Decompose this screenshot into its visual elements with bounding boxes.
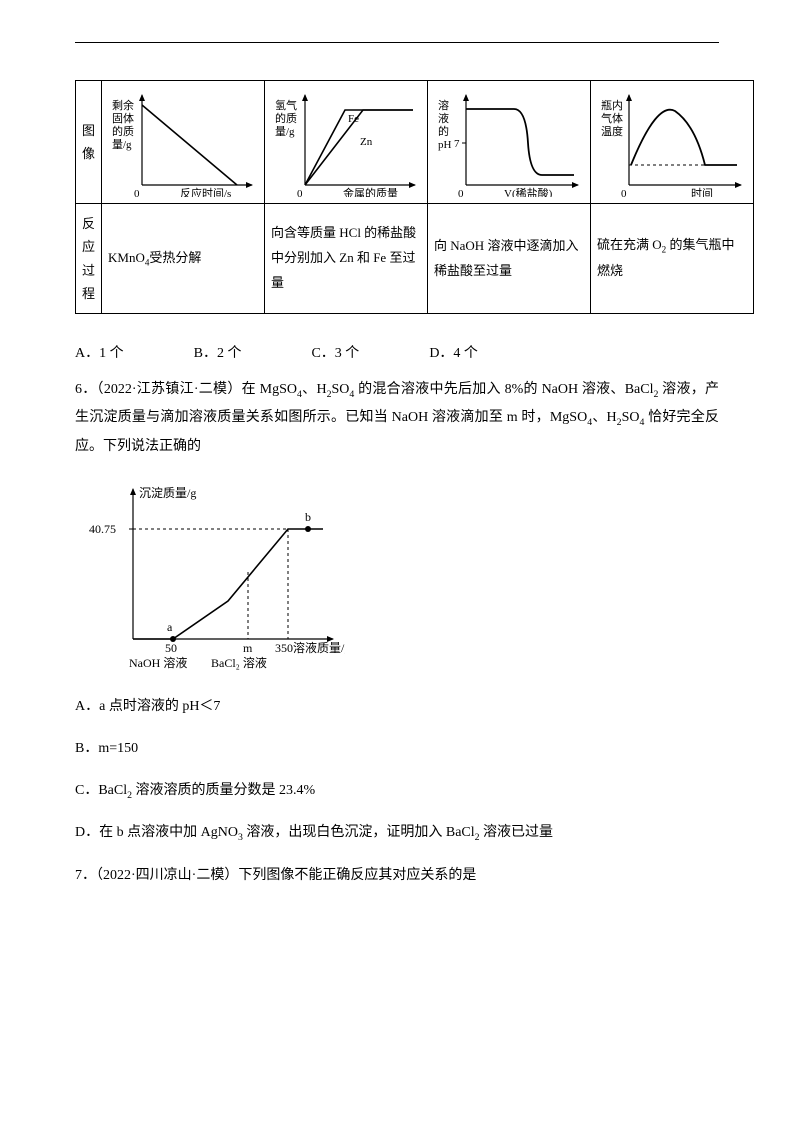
q6-chart-svg: a b 40.75 沉淀质量/g 50 m 350 溶液质量/g NaOH 溶液… <box>85 479 345 679</box>
svg-text:瓶内: 瓶内 <box>601 98 623 112</box>
svg-text:m: m <box>243 641 253 655</box>
svg-text:金属的质量: 金属的质量 <box>343 186 398 197</box>
q6-a: A．a 点时溶液的 pH＜7 <box>75 693 719 721</box>
svg-text:的质: 的质 <box>112 124 134 138</box>
svg-text:0: 0 <box>134 188 140 197</box>
svg-text:0: 0 <box>621 188 627 197</box>
chart-3-svg: 7 溶 液 的 pH 0 V(稀盐酸) <box>434 87 584 197</box>
row-label-process-text: 反应过程 <box>82 216 95 301</box>
svg-text:的质: 的质 <box>275 111 297 125</box>
svg-text:沉淀质量/g: 沉淀质量/g <box>139 486 196 500</box>
svg-text:a: a <box>167 620 173 634</box>
row-label-process: 反应过程 <box>76 204 102 314</box>
chart-2-svg: Fe Zn 氢气 的质 量/g 0 金属的质量 <box>271 87 421 197</box>
svg-text:时间: 时间 <box>691 187 713 197</box>
q6-d: D．在 b 点溶液中加 AgNO3 溶液，出现白色沉淀，证明加入 BaCl2 溶… <box>75 819 719 847</box>
chart-cell-4: 瓶内 气体 温度 0 时间 <box>591 81 754 204</box>
svg-text:0: 0 <box>297 188 303 197</box>
svg-text:NaOH 溶液: NaOH 溶液 <box>129 655 187 670</box>
svg-text:气体: 气体 <box>601 111 623 125</box>
q6-b: B．m=150 <box>75 735 719 763</box>
q7-stem: 7．（2022·四川凉山·二模）下列图像不能正确反应其对应关系的是 <box>75 862 719 890</box>
chart-table: 图像 剩余 固体 的质 量/g 0 反应时间/s <box>75 80 754 314</box>
option-c: C．3 个 <box>311 342 359 362</box>
option-a: A．1 个 <box>75 342 124 362</box>
svg-text:350: 350 <box>275 641 293 655</box>
svg-text:Fe: Fe <box>348 113 359 125</box>
svg-text:pH: pH <box>438 139 452 151</box>
desc-cell-1: KMnO4受热分解 <box>102 204 265 314</box>
svg-text:Zn: Zn <box>360 136 373 148</box>
svg-text:量/g: 量/g <box>112 138 132 151</box>
svg-text:氢气: 氢气 <box>275 98 297 112</box>
chart-1-svg: 剩余 固体 的质 量/g 0 反应时间/s <box>108 87 258 197</box>
svg-text:量/g: 量/g <box>275 125 295 138</box>
chart-4-svg: 瓶内 气体 温度 0 时间 <box>597 87 747 197</box>
svg-text:溶: 溶 <box>438 98 449 112</box>
chart-cell-2: Fe Zn 氢气 的质 量/g 0 金属的质量 <box>265 81 428 204</box>
svg-text:V(稀盐酸): V(稀盐酸) <box>504 186 553 197</box>
horizontal-rule <box>75 42 719 43</box>
row-label-image: 图像 <box>76 81 102 204</box>
option-d: D．4 个 <box>429 342 478 362</box>
chart-cell-3: 7 溶 液 的 pH 0 V(稀盐酸) <box>428 81 591 204</box>
svg-text:b: b <box>305 510 311 524</box>
svg-text:0: 0 <box>458 188 464 197</box>
q6-c: C．BaCl2 溶液溶质的质量分数是 23.4% <box>75 777 719 805</box>
svg-text:剩余: 剩余 <box>112 98 134 112</box>
svg-text:7: 7 <box>454 138 460 150</box>
svg-text:固体: 固体 <box>112 111 134 125</box>
option-b: B．2 个 <box>194 342 242 362</box>
svg-text:40.75: 40.75 <box>89 522 116 536</box>
svg-text:液: 液 <box>438 111 449 125</box>
desc-cell-2: 向含等质量 HCl 的稀盐酸中分别加入 Zn 和 Fe 至过量 <box>265 204 428 314</box>
q6-stem: 6．（2022·江苏镇江·二模）在 MgSO4、H2SO4 的混合溶液中先后加入… <box>75 376 719 461</box>
q5-options: A．1 个 B．2 个 C．3 个 D．4 个 <box>75 342 719 362</box>
svg-text:的: 的 <box>438 124 449 138</box>
svg-text:BaCl₂ 溶液: BaCl₂ 溶液 <box>211 655 267 670</box>
desc-cell-4: 硫在充满 O2 的集气瓶中燃烧 <box>591 204 754 314</box>
svg-text:反应时间/s: 反应时间/s <box>180 186 231 197</box>
q6-chart: a b 40.75 沉淀质量/g 50 m 350 溶液质量/g NaOH 溶液… <box>85 479 345 679</box>
svg-text:温度: 温度 <box>601 124 623 138</box>
svg-text:溶液质量/g: 溶液质量/g <box>293 640 345 655</box>
desc-cell-3: 向 NaOH 溶液中逐滴加入稀盐酸至过量 <box>428 204 591 314</box>
chart-cell-1: 剩余 固体 的质 量/g 0 反应时间/s <box>102 81 265 204</box>
svg-text:50: 50 <box>165 641 177 655</box>
